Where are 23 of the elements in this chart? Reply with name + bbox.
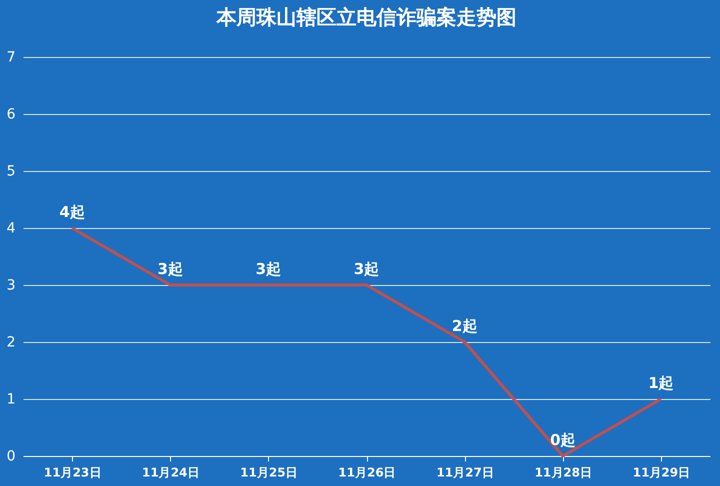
- x-tick-label: 11月27日: [436, 466, 494, 480]
- data-label: 3起: [256, 260, 282, 278]
- x-tick-label: 11月25日: [240, 466, 298, 480]
- x-tick-label: 11月28日: [534, 466, 592, 480]
- data-label: 3起: [157, 260, 183, 278]
- data-label: 4起: [59, 203, 85, 221]
- y-tick-label: 4: [6, 220, 16, 236]
- x-tick-label: 11月26日: [338, 466, 396, 480]
- x-tick-label: 11月29日: [632, 466, 690, 480]
- data-label: 2起: [452, 317, 478, 335]
- chart-title: 本周珠山辖区立电信诈骗案走势图: [216, 5, 516, 29]
- y-tick-label: 7: [6, 50, 16, 66]
- data-label: 0起: [550, 431, 576, 449]
- data-label: 1起: [648, 374, 674, 392]
- x-tick-label: 11月24日: [142, 466, 200, 480]
- x-tick-label: 11月23日: [44, 466, 102, 480]
- y-tick-label: 3: [6, 278, 16, 294]
- y-tick-label: 0: [6, 448, 16, 464]
- y-tick-label: 2: [6, 334, 16, 350]
- y-tick-label: 6: [6, 106, 16, 122]
- y-tick-label: 1: [6, 392, 16, 408]
- y-tick-label: 5: [6, 164, 16, 180]
- data-label: 3起: [354, 260, 380, 278]
